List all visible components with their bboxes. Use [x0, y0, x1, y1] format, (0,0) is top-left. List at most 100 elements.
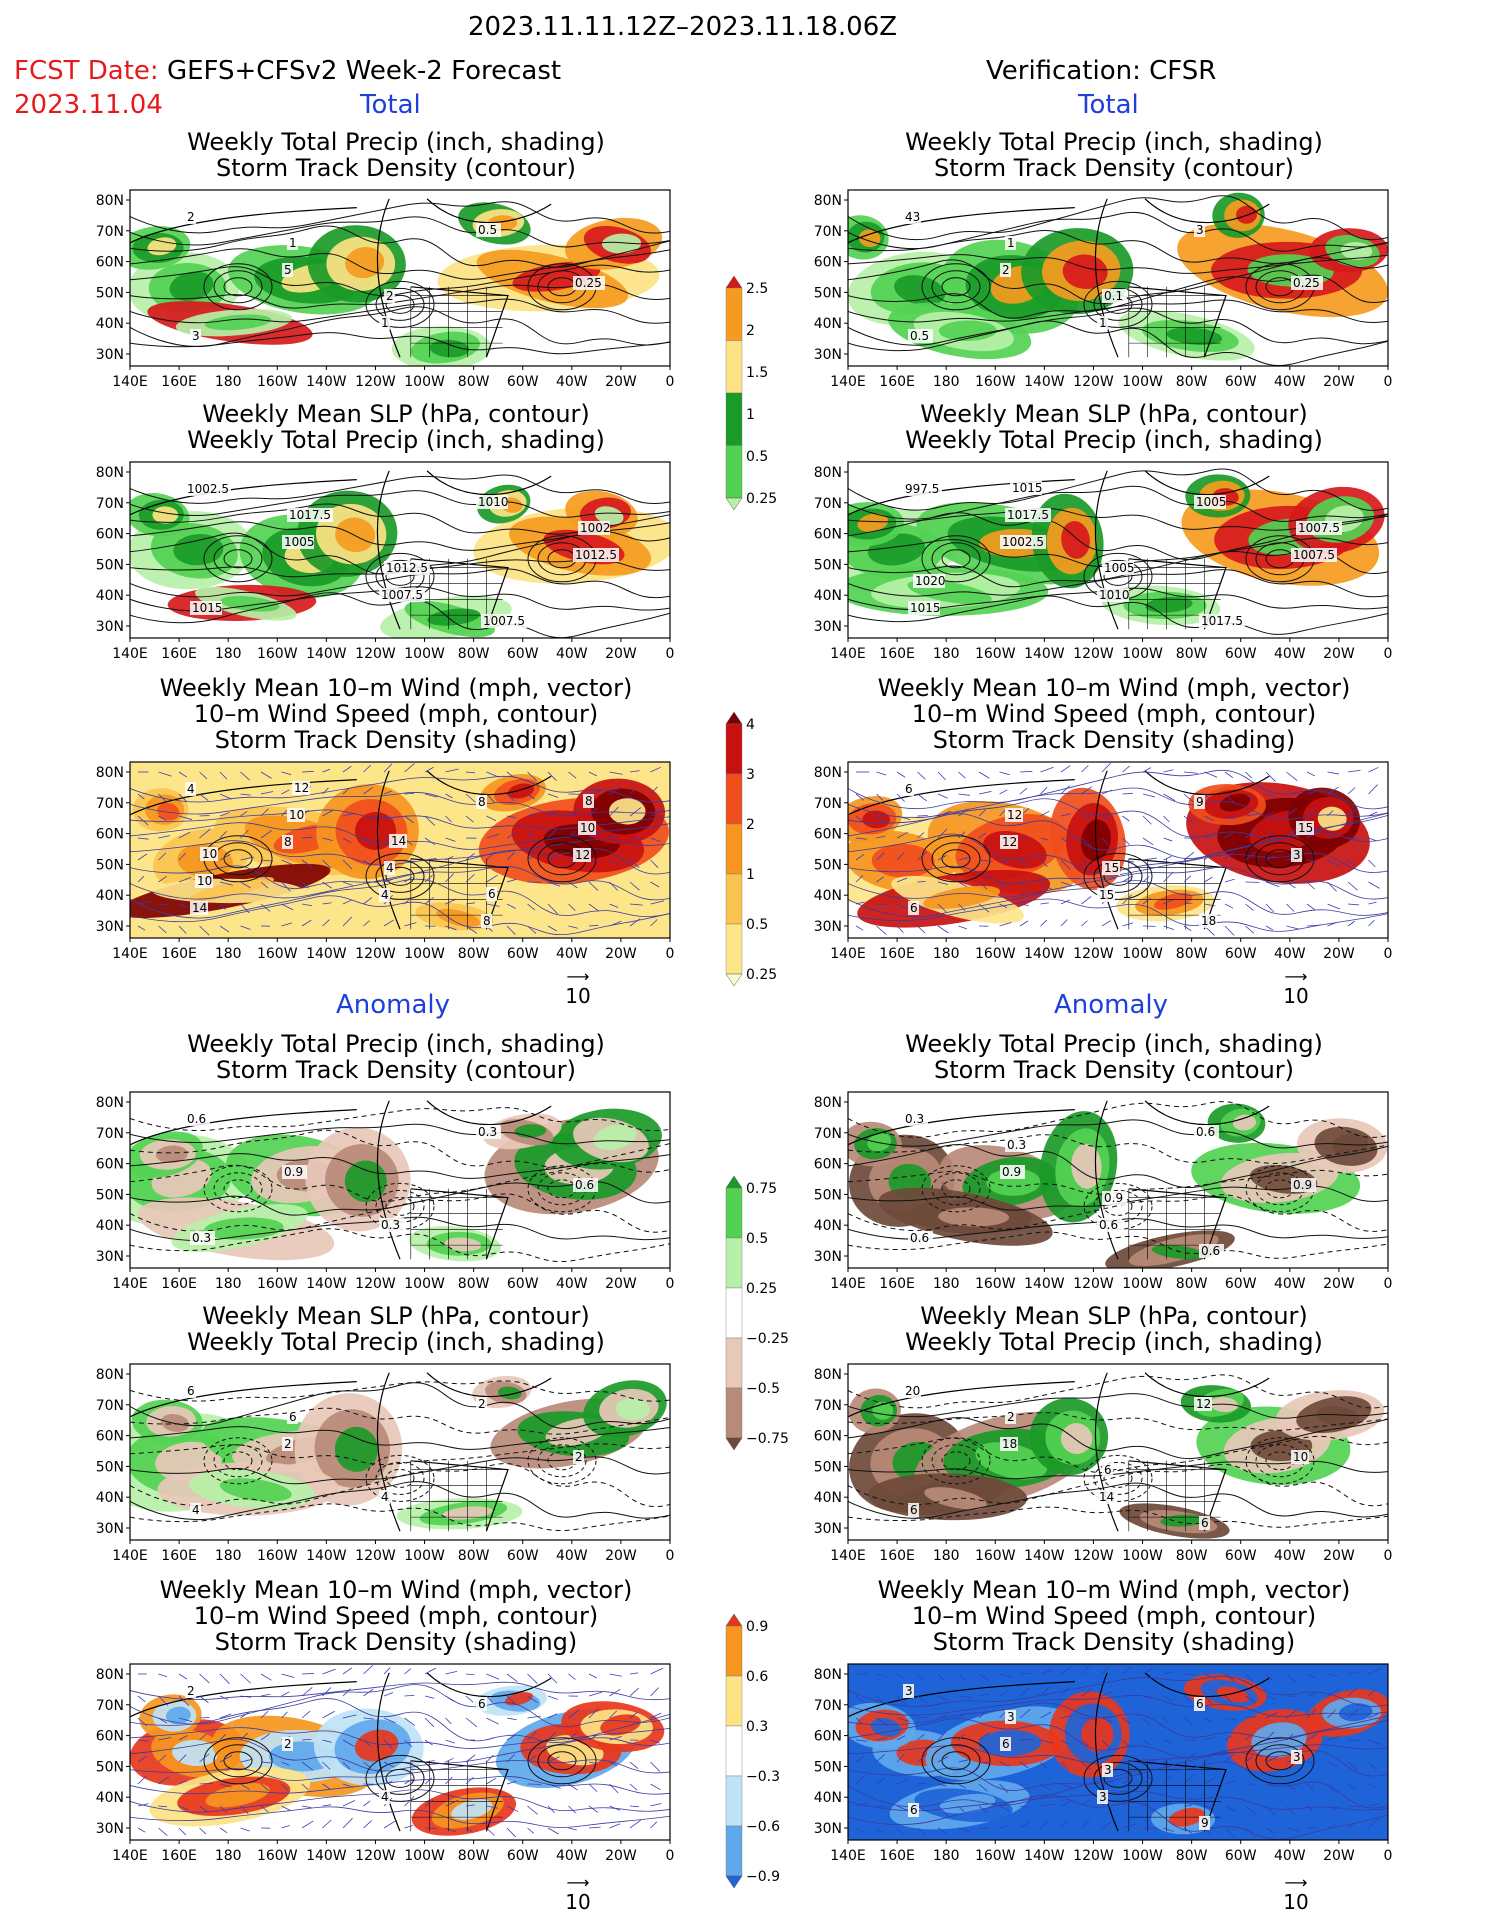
- wind-vector: [527, 1673, 538, 1684]
- title-ob-slp-1: Weekly Mean SLP (hPa, contour): [920, 400, 1308, 428]
- wind-vector: [1204, 853, 1211, 861]
- lon-label: 80W: [1176, 374, 1208, 390]
- shaded-region: [1236, 205, 1257, 224]
- contour-label: 20: [905, 1384, 920, 1398]
- contour-ring: [213, 1744, 263, 1778]
- wind-vector: [896, 1827, 904, 1835]
- wind-vector: [896, 1778, 910, 1785]
- wind-vector: [1122, 1717, 1131, 1725]
- wind-vector: [260, 859, 274, 862]
- colorbar-label: 4: [746, 717, 755, 733]
- wind-vector: [424, 1667, 437, 1675]
- wind-vector: [855, 793, 865, 801]
- wind-vector: [527, 830, 536, 839]
- wind-vector: [1060, 919, 1068, 927]
- wind-vector: [1306, 924, 1321, 927]
- contour-label: 0.6: [1099, 1218, 1118, 1232]
- contour-line: [130, 1129, 670, 1168]
- contour-ring: [385, 294, 415, 314]
- vector-ref-value: 10: [565, 984, 591, 1008]
- shaded-region: [160, 1414, 190, 1432]
- contour-label: 15: [1099, 888, 1114, 902]
- wind-vector: [1060, 1686, 1072, 1697]
- wind-vector: [527, 1754, 537, 1763]
- wind-vector: [199, 793, 209, 801]
- lat-label: 50N: [814, 1459, 842, 1475]
- contour-ring: [931, 1172, 981, 1206]
- wind-vector: [958, 857, 970, 861]
- wind-vector: [342, 765, 352, 773]
- wind-vector: [1142, 857, 1157, 861]
- lat-label: 70N: [814, 496, 842, 512]
- lon-label: 100W: [404, 374, 445, 390]
- title-ob-precip-2: Storm Track Density (contour): [933, 154, 1295, 182]
- contour-ring: [921, 1737, 991, 1785]
- wind-vector: [1101, 762, 1111, 773]
- lon-label: 160W: [975, 1848, 1016, 1864]
- wind-vector: [1183, 771, 1198, 774]
- wind-vector: [568, 881, 578, 889]
- wind-vector: [219, 812, 230, 817]
- wind-vector: [158, 852, 167, 861]
- contour-label: 18: [1002, 1437, 1017, 1451]
- wind-vector: [1122, 1777, 1133, 1785]
- contour-label-bg: [1000, 1437, 1018, 1451]
- contour-label: 2: [284, 1437, 292, 1451]
- wind-vector: [383, 1761, 395, 1768]
- contour-label-bg: [384, 861, 395, 875]
- wind-vector: [486, 1777, 497, 1785]
- wind-vector: [1081, 1665, 1091, 1675]
- wind-vector: [199, 1805, 209, 1813]
- wind-vector: [896, 852, 905, 861]
- wind-vector: [506, 925, 516, 935]
- contour-label: 1002.5: [1002, 535, 1044, 549]
- wind-vector: [568, 771, 577, 779]
- contour-line: [130, 248, 670, 280]
- lon-label: 140E: [112, 374, 148, 390]
- wind-vector: [650, 881, 660, 888]
- wind-vector: [1101, 1739, 1112, 1750]
- wind-vector: [1163, 1695, 1173, 1702]
- wind-vector: [1368, 784, 1378, 795]
- wind-vector: [1265, 831, 1272, 839]
- lon-label: 160W: [975, 946, 1016, 962]
- contour-line: [848, 1482, 1388, 1519]
- wind-vector: [609, 1710, 618, 1719]
- wind-vector: [1019, 1673, 1033, 1675]
- wind-vector: [1286, 1805, 1295, 1815]
- contour-line: [130, 1789, 670, 1813]
- wind-vector: [1081, 1799, 1090, 1807]
- wind-vector: [1245, 793, 1254, 800]
- lon-label: 100W: [404, 1276, 445, 1292]
- wind-vector: [240, 881, 251, 889]
- wind-vector: [465, 815, 474, 823]
- wind-vector: [876, 1737, 887, 1741]
- contour-label: 1007.5: [483, 614, 525, 628]
- wind-vector: [1224, 1805, 1236, 1812]
- wind-vector: [1081, 1820, 1090, 1829]
- wind-vector: [199, 925, 210, 936]
- wind-vector: [527, 1715, 541, 1719]
- wind-vector: [1265, 793, 1276, 798]
- wind-vector: [1163, 769, 1174, 773]
- wind-vector: [588, 881, 599, 891]
- contour-ring: [941, 277, 971, 297]
- contour-label-bg: [185, 782, 196, 796]
- contour-label-bg: [185, 1384, 196, 1398]
- colorbar-swatch: [725, 1625, 743, 1677]
- contour-ring: [1093, 1761, 1143, 1795]
- wind-vector: [937, 1673, 945, 1681]
- wind-vector: [1368, 1783, 1376, 1789]
- wind-vector: [1183, 1804, 1193, 1807]
- wind-vector: [1142, 1717, 1152, 1726]
- wind-vector: [1245, 925, 1255, 934]
- wind-vector: [1224, 815, 1236, 819]
- fcst-date-value: 2023.11.04: [14, 90, 163, 120]
- wind-vector: [137, 1717, 148, 1727]
- wind-vector: [1060, 785, 1070, 795]
- wind-vector: [1286, 828, 1297, 839]
- wind-vector: [568, 1709, 580, 1719]
- wind-vector: [629, 1761, 639, 1769]
- wind-vector: [1306, 1693, 1316, 1697]
